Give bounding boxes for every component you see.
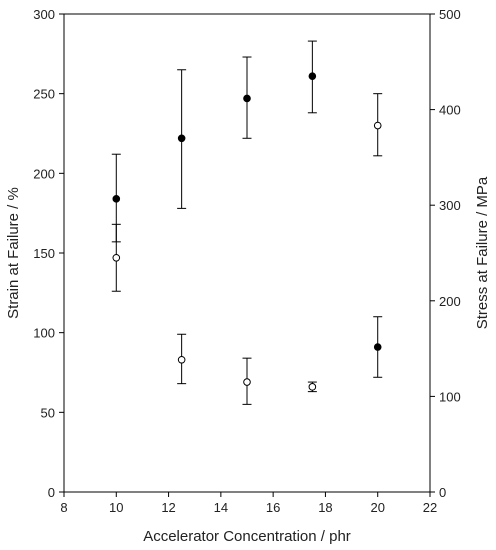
right-y-tick-label: 100 (439, 389, 461, 404)
filled-data-point (177, 134, 186, 143)
x-tick-label: 20 (370, 500, 384, 515)
left-y-tick-label: 0 (48, 485, 55, 500)
left-y-tick-label: 50 (41, 405, 55, 420)
filled-data-point (243, 94, 251, 103)
x-tick-label: 14 (214, 500, 228, 515)
x-tick-label: 12 (161, 500, 175, 515)
right-y-tick-label: 500 (439, 7, 461, 22)
left-y-tick-label: 300 (33, 7, 55, 22)
x-tick-label: 22 (423, 500, 437, 515)
filled-data-point (112, 195, 121, 203)
left-y-tick-label: 150 (33, 246, 55, 261)
filled-data-point (373, 343, 382, 351)
open-data-point (308, 383, 317, 391)
x-axis-ticks: 8 10 12 14 16 18 20 22 (60, 492, 437, 515)
open-data-point (243, 378, 251, 386)
left-y-tick-label: 200 (33, 166, 55, 181)
x-tick-label: 16 (266, 500, 280, 515)
x-axis-title: Accelerator Concentration / phr (143, 528, 351, 545)
left-axis-title: Strain at Failure / % (5, 187, 22, 319)
left-y-tick-label: 250 (33, 87, 55, 102)
x-tick-label: 10 (109, 500, 123, 515)
data-marks (111, 40, 383, 405)
right-axis-ticks: 0 100 200 300 400 500 (430, 7, 461, 500)
open-data-point (112, 253, 121, 262)
left-axis-ticks: 0 50 100 150 200 250 300 (33, 7, 64, 500)
right-y-tick-label: 200 (439, 294, 461, 309)
right-y-tick-label: 400 (439, 103, 461, 118)
x-tick-label: 8 (60, 500, 67, 515)
filled-data-point (308, 72, 317, 80)
right-y-tick-label: 300 (439, 198, 461, 213)
left-y-tick-label: 100 (33, 326, 55, 341)
right-y-tick-label: 0 (439, 485, 446, 500)
x-tick-label: 18 (318, 500, 332, 515)
right-axis-title: Stress at Failure / MPa (474, 176, 491, 329)
open-data-point (177, 355, 186, 364)
open-data-point (373, 121, 382, 130)
